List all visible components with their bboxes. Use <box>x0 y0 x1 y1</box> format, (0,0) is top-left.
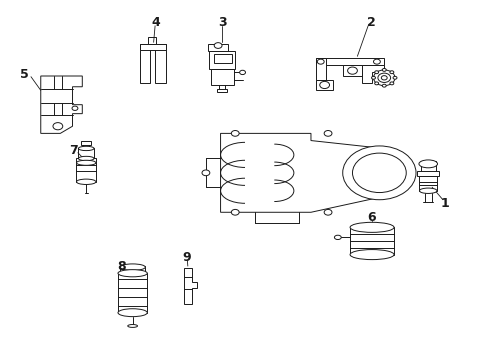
Polygon shape <box>316 58 326 80</box>
Bar <box>120 266 146 273</box>
Ellipse shape <box>118 309 147 317</box>
Bar <box>118 273 147 313</box>
Bar <box>214 54 232 63</box>
Text: 3: 3 <box>218 16 226 29</box>
Text: 5: 5 <box>20 68 28 81</box>
Ellipse shape <box>78 156 94 161</box>
Bar <box>350 227 394 255</box>
Circle shape <box>240 70 245 75</box>
Ellipse shape <box>120 264 146 270</box>
Polygon shape <box>155 44 166 83</box>
Circle shape <box>371 76 375 79</box>
Bar <box>81 140 91 145</box>
Circle shape <box>318 59 324 64</box>
Circle shape <box>214 42 222 48</box>
Bar <box>148 37 156 44</box>
Circle shape <box>390 71 394 74</box>
Polygon shape <box>41 76 82 134</box>
Bar <box>417 171 439 176</box>
Ellipse shape <box>78 146 94 150</box>
Circle shape <box>343 146 416 200</box>
Ellipse shape <box>334 235 341 239</box>
Circle shape <box>373 59 380 64</box>
Circle shape <box>375 71 379 74</box>
Circle shape <box>381 76 387 80</box>
Circle shape <box>53 123 63 130</box>
Circle shape <box>393 76 397 79</box>
Ellipse shape <box>76 160 96 165</box>
Text: 4: 4 <box>152 16 160 29</box>
Bar <box>217 89 227 92</box>
Circle shape <box>375 82 379 85</box>
Circle shape <box>382 68 386 71</box>
Bar <box>419 176 437 191</box>
Ellipse shape <box>76 179 96 184</box>
Circle shape <box>72 106 78 111</box>
Circle shape <box>382 84 386 87</box>
Ellipse shape <box>350 222 394 232</box>
Circle shape <box>352 153 406 193</box>
Ellipse shape <box>118 270 147 277</box>
Text: 2: 2 <box>367 16 375 29</box>
Bar <box>78 148 94 158</box>
Polygon shape <box>220 134 377 212</box>
Circle shape <box>390 82 394 85</box>
Polygon shape <box>140 44 166 50</box>
Text: 8: 8 <box>118 260 126 273</box>
Circle shape <box>347 67 357 74</box>
Polygon shape <box>209 51 235 69</box>
Text: 9: 9 <box>182 251 191 264</box>
Bar <box>76 162 96 182</box>
Text: 7: 7 <box>69 144 77 157</box>
Bar <box>76 158 96 163</box>
Circle shape <box>202 170 210 176</box>
Ellipse shape <box>128 324 138 327</box>
Circle shape <box>324 131 332 136</box>
Circle shape <box>320 81 330 89</box>
Polygon shape <box>184 268 196 304</box>
Circle shape <box>378 73 391 82</box>
Text: 6: 6 <box>368 211 376 224</box>
Polygon shape <box>316 58 384 65</box>
Text: 1: 1 <box>441 197 450 210</box>
Ellipse shape <box>419 160 438 168</box>
Circle shape <box>373 70 395 86</box>
Ellipse shape <box>419 188 437 193</box>
Bar <box>421 161 436 173</box>
Polygon shape <box>343 65 362 76</box>
Ellipse shape <box>350 249 394 260</box>
Polygon shape <box>362 65 384 83</box>
Polygon shape <box>211 69 234 85</box>
Circle shape <box>231 210 239 215</box>
Polygon shape <box>316 80 333 90</box>
Circle shape <box>324 210 332 215</box>
Circle shape <box>231 131 239 136</box>
Polygon shape <box>140 44 150 83</box>
Polygon shape <box>208 44 228 51</box>
